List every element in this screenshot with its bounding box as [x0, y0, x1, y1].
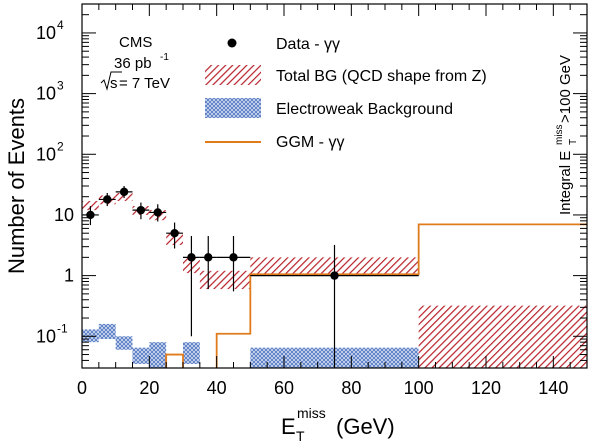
x-tick-label: 140 [538, 378, 568, 398]
integral-suffix: >100 GeV [557, 55, 574, 123]
y-tick-exponent: 3 [57, 79, 64, 93]
luminosity-exponent: -1 [160, 52, 169, 63]
legend-label-electroweak: Electroweak Background [276, 101, 453, 118]
x-axis-title-units: (GeV) [336, 414, 395, 439]
data-point [153, 208, 162, 217]
legend-label-total-bg: Total BG (QCD shape from Z) [276, 68, 487, 85]
y-tick-label: 10 [54, 205, 74, 225]
x-axis-title-sup: miss [297, 405, 326, 421]
integral-sup: miss [554, 124, 565, 145]
energy-s: s [110, 75, 118, 92]
total-bg-band [82, 200, 99, 211]
luminosity: 36 pb [114, 55, 152, 72]
y-tick-label: 10 [36, 326, 56, 346]
x-tick-label: 80 [341, 378, 361, 398]
experiment-name: CMS [119, 34, 152, 51]
legend: Data - γγ Total BG (QCD shape from Z) El… [205, 36, 487, 151]
integral-sub: T [568, 139, 579, 145]
data-point [229, 253, 238, 262]
y-tick-exponent: 4 [57, 18, 64, 32]
data-point [119, 187, 129, 197]
y-axis-title: Number of Events [4, 98, 29, 274]
x-tick-label: 20 [139, 378, 159, 398]
energy: = 7 TeV [119, 75, 170, 92]
electroweak-band [149, 342, 167, 368]
electroweak-band [82, 329, 99, 343]
data-point [103, 195, 112, 204]
integral-label: Integral E T miss >100 GeV [554, 55, 579, 215]
y-tick-label: 10 [36, 144, 56, 164]
sqrt-symbol [100, 71, 122, 91]
total-bg-band [418, 305, 587, 368]
ggm-line [165, 223, 587, 368]
data-point [136, 205, 146, 215]
electroweak-band [115, 336, 133, 350]
y-tick-label: 10 [36, 84, 56, 104]
y-tick-exponent: -1 [57, 321, 68, 335]
data-point [170, 229, 179, 238]
x-axis-title: E T miss (GeV) [281, 405, 395, 444]
x-tick-label: 0 [77, 378, 87, 398]
x-tick-label: 100 [404, 378, 434, 398]
legend-swatch-total-bg [205, 65, 261, 85]
y-tick-label: 1 [64, 266, 74, 286]
electroweak-band [183, 342, 200, 364]
x-axis-title-main: E [281, 414, 296, 439]
data-point [330, 271, 339, 280]
integral-prefix: Integral E [557, 151, 574, 215]
y-tick-exponent: 2 [57, 139, 64, 153]
electroweak-band [98, 323, 116, 340]
legend-swatch-electroweak [205, 98, 261, 118]
x-tick-label: 40 [207, 378, 227, 398]
experiment-label: CMS 36 pb -1 s = 7 TeV [100, 34, 170, 92]
legend-label-data: Data - γγ [276, 36, 340, 53]
plot-contents [82, 186, 587, 368]
x-axis-title-sub: T [296, 428, 305, 444]
legend-label-ggm: GGM - γγ [276, 134, 344, 151]
data-point [204, 253, 213, 262]
x-tick-label: 60 [274, 378, 294, 398]
x-tick-label: 120 [471, 378, 501, 398]
legend-marker-data [227, 38, 237, 48]
y-tick-label: 10 [36, 23, 56, 43]
electroweak-band [132, 347, 150, 364]
data-point [187, 253, 196, 262]
